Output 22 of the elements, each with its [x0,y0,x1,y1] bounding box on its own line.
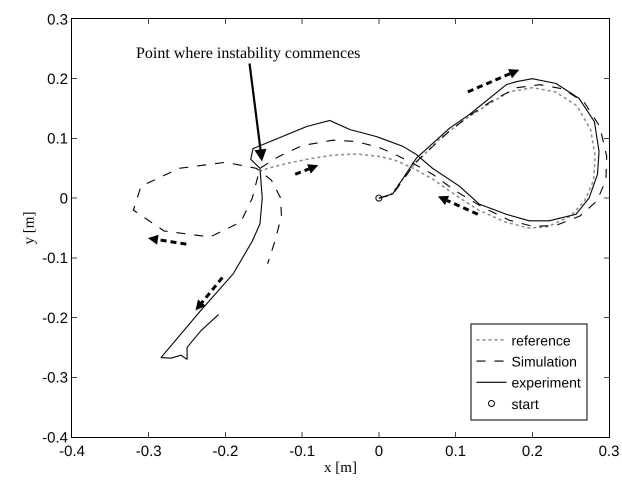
legend-label: experiment [512,374,581,391]
y-tick-label: 0.3 [47,11,68,28]
y-tick-label: -0.1 [42,250,68,268]
y-tick-label: 0.1 [47,130,68,148]
annotation: Point where instability commences [136,45,360,62]
y-tick-label: -0.2 [42,310,68,327]
x-tick-label: -0.1 [289,443,316,460]
line-series [259,86,596,229]
x-tick-label: 0.2 [522,443,543,460]
y-tick-label: 0 [60,190,68,208]
legend-label: Simulation [512,354,577,370]
x-tick-label: -0.3 [136,443,162,460]
x-axis-title: x [m] [324,460,357,476]
y-tick-label: 0.2 [47,70,68,88]
x-tick-label: 0 [374,443,384,460]
legend-label: reference [512,332,571,348]
y-axis-title: y [m] [21,212,38,244]
y-tick-label: -0.3 [42,370,68,387]
x-tick-label: -0.2 [212,443,238,460]
x-tick-label: 0.3 [598,443,620,460]
x-tick-label: 0.1 [445,443,466,460]
legend-label: start [512,396,539,412]
